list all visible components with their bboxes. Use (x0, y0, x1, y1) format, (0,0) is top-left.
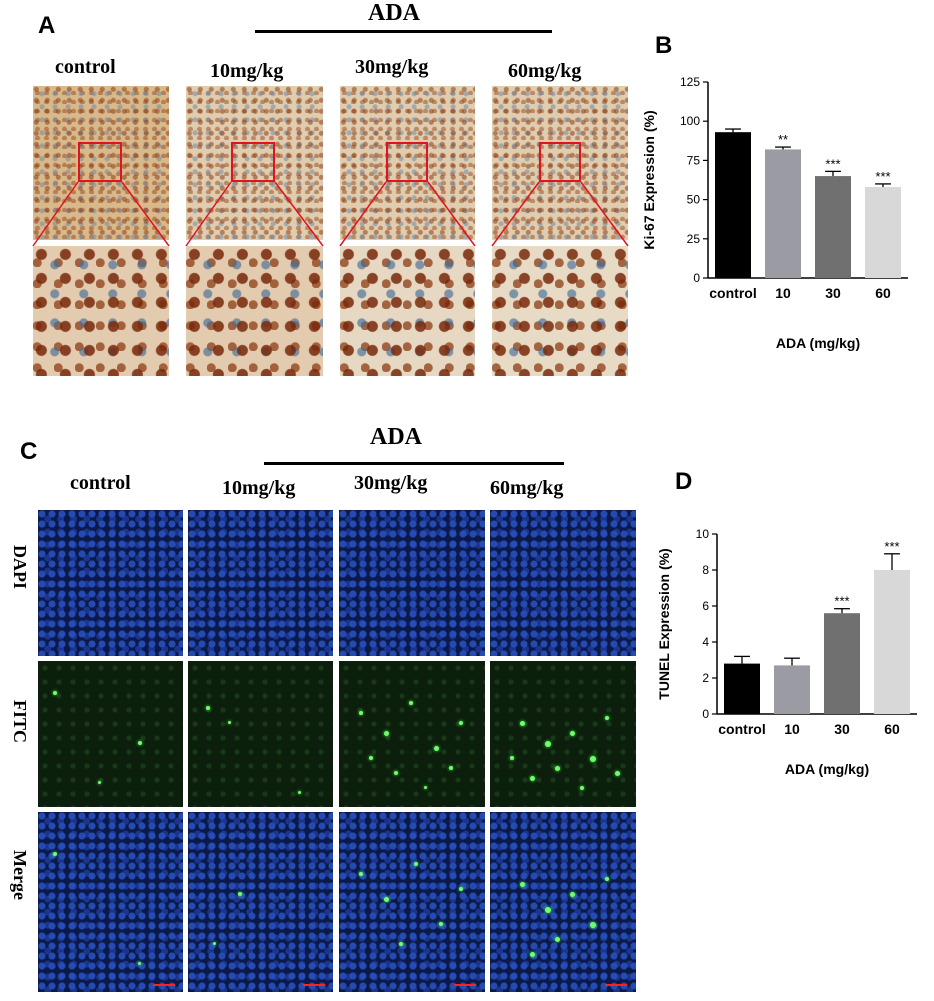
panel-c-label: C (20, 438, 38, 465)
y-tick-label: 25 (687, 232, 701, 246)
x-tick-label: 60 (875, 285, 891, 301)
bar-10 (765, 149, 801, 278)
x-tick-label: control (709, 285, 756, 301)
inset-box-10 (231, 142, 275, 182)
y-tick-label: 75 (687, 153, 701, 167)
panel-a-col-10: 10mg/kg (210, 60, 284, 82)
bar-30 (815, 176, 851, 278)
significance-marker: ** (778, 132, 788, 147)
x-tick-label: 60 (884, 721, 900, 737)
y-tick-label: 125 (680, 75, 700, 89)
panel-a-col-control: control (55, 56, 116, 78)
ihc-zoom-30 (340, 246, 475, 376)
panel-a-label: A (38, 12, 56, 39)
significance-marker: *** (834, 594, 849, 609)
panel-d-label: D (675, 468, 693, 495)
y-tick-label: 8 (702, 563, 709, 577)
dapi-image-10 (188, 510, 333, 656)
panel-b-label: B (655, 32, 673, 59)
merge-image-30 (339, 812, 485, 992)
fitc-image-60 (490, 661, 636, 807)
bar-60 (865, 187, 901, 278)
scale-bar (454, 984, 476, 986)
y-tick-label: 100 (680, 114, 700, 128)
inset-box-60 (539, 142, 581, 182)
y-tick-label: 6 (702, 599, 709, 613)
dapi-image-control (38, 510, 183, 656)
bar-control (724, 663, 760, 714)
y-tick-label: 10 (696, 527, 710, 541)
dapi-image-60 (490, 510, 636, 656)
merge-image-10 (188, 812, 333, 992)
x-tick-label: 10 (775, 285, 791, 301)
tunel-bar-chart: 0 2 4 6 8 10 control 10 *** 30 *** 60 ADA (mg/kg) TUN… (656, 527, 917, 777)
y-tick-label: 0 (702, 707, 709, 721)
y-tick-label: 2 (702, 671, 709, 685)
panel-a-col-30: 30mg/kg (355, 56, 429, 78)
ki67-bar-chart: 0 25 50 75 100 125 control ** 10 *** 30 *** 60 ADA (m… (641, 75, 908, 351)
merge-image-60 (490, 812, 636, 992)
significance-marker: *** (875, 169, 890, 184)
y-tick-label: 50 (687, 193, 701, 207)
y-tick-label: 0 (693, 271, 700, 285)
inset-box-30 (386, 142, 428, 182)
x-axis-label: ADA (mg/kg) (785, 761, 869, 777)
panel-c-ada-title: ADA (370, 424, 422, 450)
panel-a-ada-bracket (255, 30, 552, 33)
zoom-connector-lines (32, 181, 629, 247)
panel-a-ada-title: ADA (368, 0, 420, 26)
x-axis-label: ADA (mg/kg) (776, 335, 860, 351)
x-tick-label: control (718, 721, 765, 737)
significance-marker: *** (825, 156, 840, 171)
y-axis-label: Ki-67 Expression (%) (641, 110, 657, 249)
ihc-zoom-60 (492, 246, 628, 376)
ihc-zoom-10 (186, 246, 323, 376)
scale-bar (153, 984, 175, 986)
dapi-image-30 (339, 510, 485, 656)
bar-control (715, 132, 751, 278)
y-axis-label: TUNEL Expression (%) (656, 548, 672, 699)
inset-box-control (78, 142, 122, 182)
panel-c-col-control: control (70, 472, 131, 494)
scale-bar (605, 984, 627, 986)
panel-c-col-30: 30mg/kg (354, 472, 428, 494)
bar-10 (774, 665, 810, 714)
scale-bar (303, 984, 325, 986)
x-tick-label: 30 (825, 285, 841, 301)
panel-c-col-10: 10mg/kg (222, 477, 296, 499)
row-label-fitc: FITC (10, 700, 30, 744)
fitc-image-control (38, 661, 183, 807)
significance-marker: *** (884, 539, 899, 554)
panel-a-col-60: 60mg/kg (508, 60, 582, 82)
x-tick-label: 10 (784, 721, 800, 737)
panel-c-ada-bracket (264, 462, 564, 465)
bar-60 (874, 570, 910, 714)
ihc-zoom-control (33, 246, 169, 376)
bar-30 (824, 613, 860, 714)
fitc-image-30 (339, 661, 485, 807)
row-label-merge: Merge (10, 850, 30, 900)
fitc-image-10 (188, 661, 333, 807)
y-tick-label: 4 (702, 635, 709, 649)
x-tick-label: 30 (834, 721, 850, 737)
panel-c-col-60: 60mg/kg (490, 477, 564, 499)
row-label-dapi: DAPI (10, 545, 30, 589)
merge-image-control (38, 812, 183, 992)
